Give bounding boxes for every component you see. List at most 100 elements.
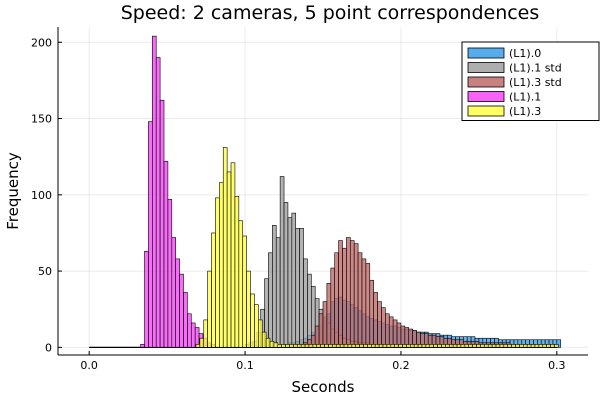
histogram-bar — [144, 250, 149, 348]
histogram-bar — [261, 331, 267, 348]
histogram-bar — [550, 344, 555, 348]
x-tick-label: 0.3 — [548, 359, 566, 372]
histogram-bar — [381, 307, 386, 348]
histogram-bar — [307, 273, 312, 348]
histogram-bar — [335, 344, 341, 348]
histogram-bar — [289, 344, 294, 348]
histogram-bar — [392, 319, 398, 348]
histogram-bar — [203, 319, 208, 348]
histogram-bar — [542, 344, 547, 348]
histogram-bar — [342, 247, 347, 348]
histogram-bar — [281, 344, 286, 348]
histogram-bar — [272, 225, 277, 348]
histogram-bar — [275, 237, 281, 348]
histogram-bar — [546, 344, 551, 348]
histogram-bar — [556, 339, 562, 348]
histogram-bar — [507, 344, 512, 348]
histogram-bar — [207, 270, 212, 348]
histogram-bar — [291, 212, 297, 348]
histogram-bar — [515, 344, 520, 348]
histogram-bar — [183, 292, 188, 348]
histogram-bar — [402, 344, 407, 348]
histogram-bar — [338, 240, 343, 348]
histogram-bar — [242, 235, 247, 348]
histogram-bar — [480, 344, 485, 348]
histogram-bar — [254, 304, 259, 348]
histogram-bar — [519, 344, 524, 348]
histogram-bar — [258, 319, 263, 348]
y-axis-label: Frequency — [4, 152, 22, 230]
histogram-bar — [140, 344, 145, 348]
histogram-bar — [295, 228, 300, 348]
histogram-bar — [326, 282, 332, 348]
histogram-bar — [238, 220, 244, 348]
histogram-bar — [511, 344, 516, 348]
histogram-bar — [300, 344, 306, 348]
histogram-bar — [363, 344, 368, 348]
histogram-bar — [148, 121, 153, 348]
histogram-bar — [171, 237, 176, 348]
histogram-bar — [215, 197, 220, 348]
histogram-bar — [374, 344, 380, 348]
histogram-bar — [322, 301, 328, 348]
histogram-bar — [371, 344, 376, 348]
histogram-bar — [437, 344, 442, 348]
histogram-bar — [396, 322, 402, 348]
histogram-bar — [460, 344, 466, 348]
histogram-bar — [385, 313, 390, 348]
histogram-bar — [187, 313, 192, 348]
histogram-bar — [155, 57, 161, 348]
histogram-bar — [250, 293, 255, 348]
histogram-bar — [526, 344, 532, 348]
histogram-bar — [332, 344, 337, 348]
histogram-bar — [349, 240, 355, 348]
histogram-bar — [219, 182, 224, 348]
histogram-bar — [406, 344, 411, 348]
y-tick-label: 50 — [38, 265, 52, 278]
histogram-bar — [351, 344, 357, 348]
y-tick-label: 100 — [31, 189, 52, 202]
histogram-bar — [195, 344, 201, 348]
histogram-bar — [472, 344, 477, 348]
histogram-bar — [279, 176, 285, 348]
histogram-bar — [365, 263, 371, 348]
histogram-bar — [318, 313, 324, 348]
histogram-bar — [269, 340, 275, 348]
histogram-bar — [293, 344, 298, 348]
histogram-bar — [386, 344, 392, 348]
histogram-bar — [554, 344, 559, 348]
legend-label: (L1).0 — [509, 47, 541, 60]
axes — [57, 27, 588, 356]
histogram-bar — [429, 344, 434, 348]
histogram-bar — [530, 344, 536, 348]
histogram-bar — [163, 160, 169, 348]
histogram-bar — [441, 344, 446, 348]
histogram-bar — [308, 344, 314, 348]
x-axis-ticks: 0.0 0.1 0.2 0.3 — [80, 351, 566, 372]
histogram-bar — [534, 344, 540, 348]
histogram-bar — [339, 344, 345, 348]
histogram-bar — [503, 344, 509, 348]
legend-swatch — [467, 62, 505, 73]
histogram-bar — [353, 243, 359, 348]
histogram-bar — [499, 344, 505, 348]
histogram-bar — [369, 279, 374, 348]
histogram-bar — [277, 344, 282, 348]
histogram-bar — [382, 344, 388, 348]
histogram-bar — [425, 344, 431, 348]
histogram-bar — [316, 344, 321, 348]
histogram-bar — [377, 301, 382, 348]
histogram-bar — [304, 344, 310, 348]
histogram-bar — [346, 237, 351, 348]
histogram-bar — [246, 270, 251, 348]
histogram-bar — [175, 258, 180, 348]
histogram-bar — [476, 344, 481, 348]
histogram-bar — [456, 344, 462, 348]
histogram-bar — [464, 344, 470, 348]
histogram-bar — [320, 344, 325, 348]
histogram-bar — [343, 344, 349, 348]
x-tick-label: 0.2 — [392, 359, 410, 372]
x-tick-label: 0.0 — [80, 359, 98, 372]
histogram-bar — [273, 342, 279, 348]
histogram-bar — [230, 162, 236, 348]
